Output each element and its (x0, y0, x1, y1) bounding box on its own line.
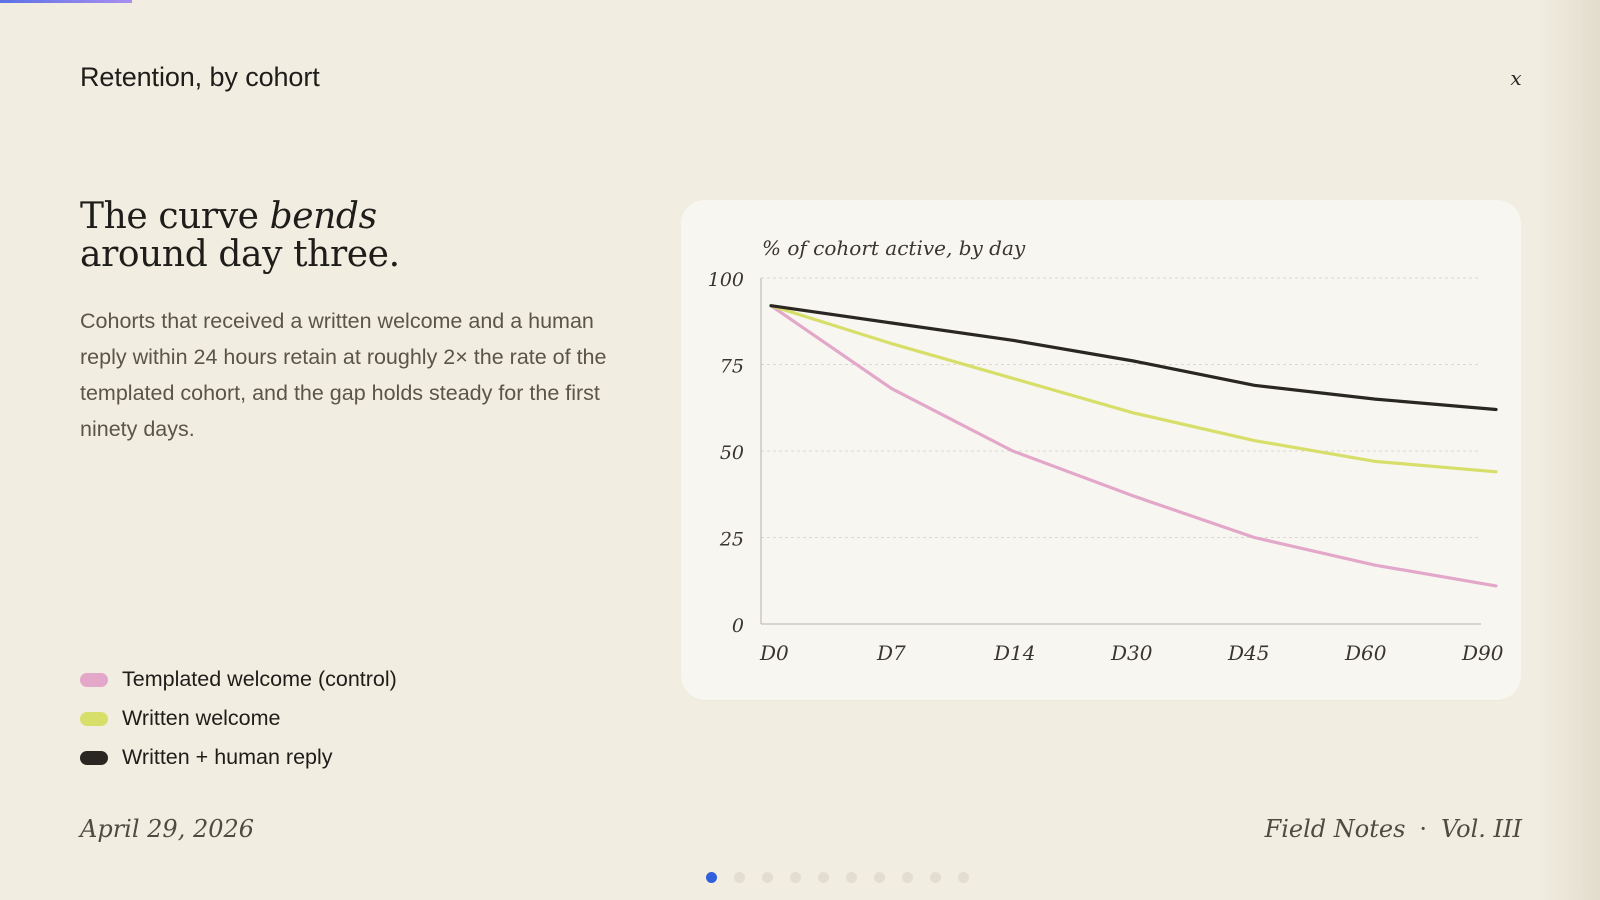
pagination-dot[interactable] (930, 872, 941, 883)
legend-swatch (80, 750, 108, 765)
x-tick-label: D0 (759, 641, 789, 665)
y-tick-label: 100 (708, 269, 744, 291)
volume-label: Vol. III (1441, 815, 1522, 843)
pagination-dots (706, 872, 969, 883)
page-title: Retention, by cohort (80, 62, 320, 92)
x-tick-label: D90 (1461, 641, 1504, 665)
publication-name: Field Notes (1264, 815, 1406, 843)
pagination-dot[interactable] (734, 872, 745, 883)
series-line (769, 304, 1498, 588)
legend-label: Written welcome (122, 706, 281, 730)
x-tick-label: D7 (876, 641, 906, 665)
footer-publication: Field Notes · Vol. III (1265, 815, 1522, 843)
legend-label: Templated welcome (control) (122, 667, 397, 691)
footer-date: April 29, 2026 (80, 815, 255, 843)
progress-bar (0, 0, 132, 3)
series-line (769, 304, 1498, 474)
headline: The curve bends around day three. (80, 198, 640, 274)
pagination-dot[interactable] (846, 872, 857, 883)
legend-swatch (80, 672, 108, 687)
x-tick-label: D45 (1227, 641, 1269, 665)
headline-part-1: The curve (80, 196, 270, 237)
chart-legend: Templated welcome (control) Written welco… (80, 660, 580, 777)
legend-label: Written + human reply (122, 745, 333, 769)
y-tick-label: 75 (720, 356, 744, 378)
chart-card: 100 75 50 25 0 D0 D7 D14 D30 D45 D60 D90 % of cohor… (681, 200, 1521, 700)
pagination-dot[interactable] (958, 872, 969, 883)
y-tick-label: 50 (720, 442, 744, 464)
footer-separator: · (1419, 815, 1428, 843)
x-tick-label: D60 (1344, 641, 1387, 665)
legend-item: Templated welcome (control) (80, 660, 580, 699)
x-tick-label: D30 (1110, 641, 1153, 665)
legend-item: Written welcome (80, 699, 580, 738)
legend-item: Written + human reply (80, 738, 580, 777)
headline-emphasis: bends (269, 196, 377, 237)
pagination-dot[interactable] (874, 872, 885, 883)
pagination-dot[interactable] (790, 872, 801, 883)
story-body: Cohorts that received a written welcome … (80, 309, 607, 441)
line-chart: 100 75 50 25 0 D0 D7 D14 D30 D45 D60 D90 (708, 269, 1504, 665)
y-tick-label: 0 (732, 615, 744, 637)
legend-swatch (80, 711, 108, 726)
headline-part-2: around day three. (80, 234, 400, 275)
pagination-dot[interactable] (706, 872, 717, 883)
pagination-dot[interactable] (762, 872, 773, 883)
pagination-dot[interactable] (902, 872, 913, 883)
series-line (769, 304, 1498, 412)
y-tick-label: 25 (719, 529, 744, 551)
pagination-dot[interactable] (818, 872, 829, 883)
close-icon[interactable]: x (1510, 66, 1522, 90)
x-tick-label: D14 (993, 641, 1035, 665)
y-axis-label: % of cohort active, by day (762, 236, 1026, 260)
